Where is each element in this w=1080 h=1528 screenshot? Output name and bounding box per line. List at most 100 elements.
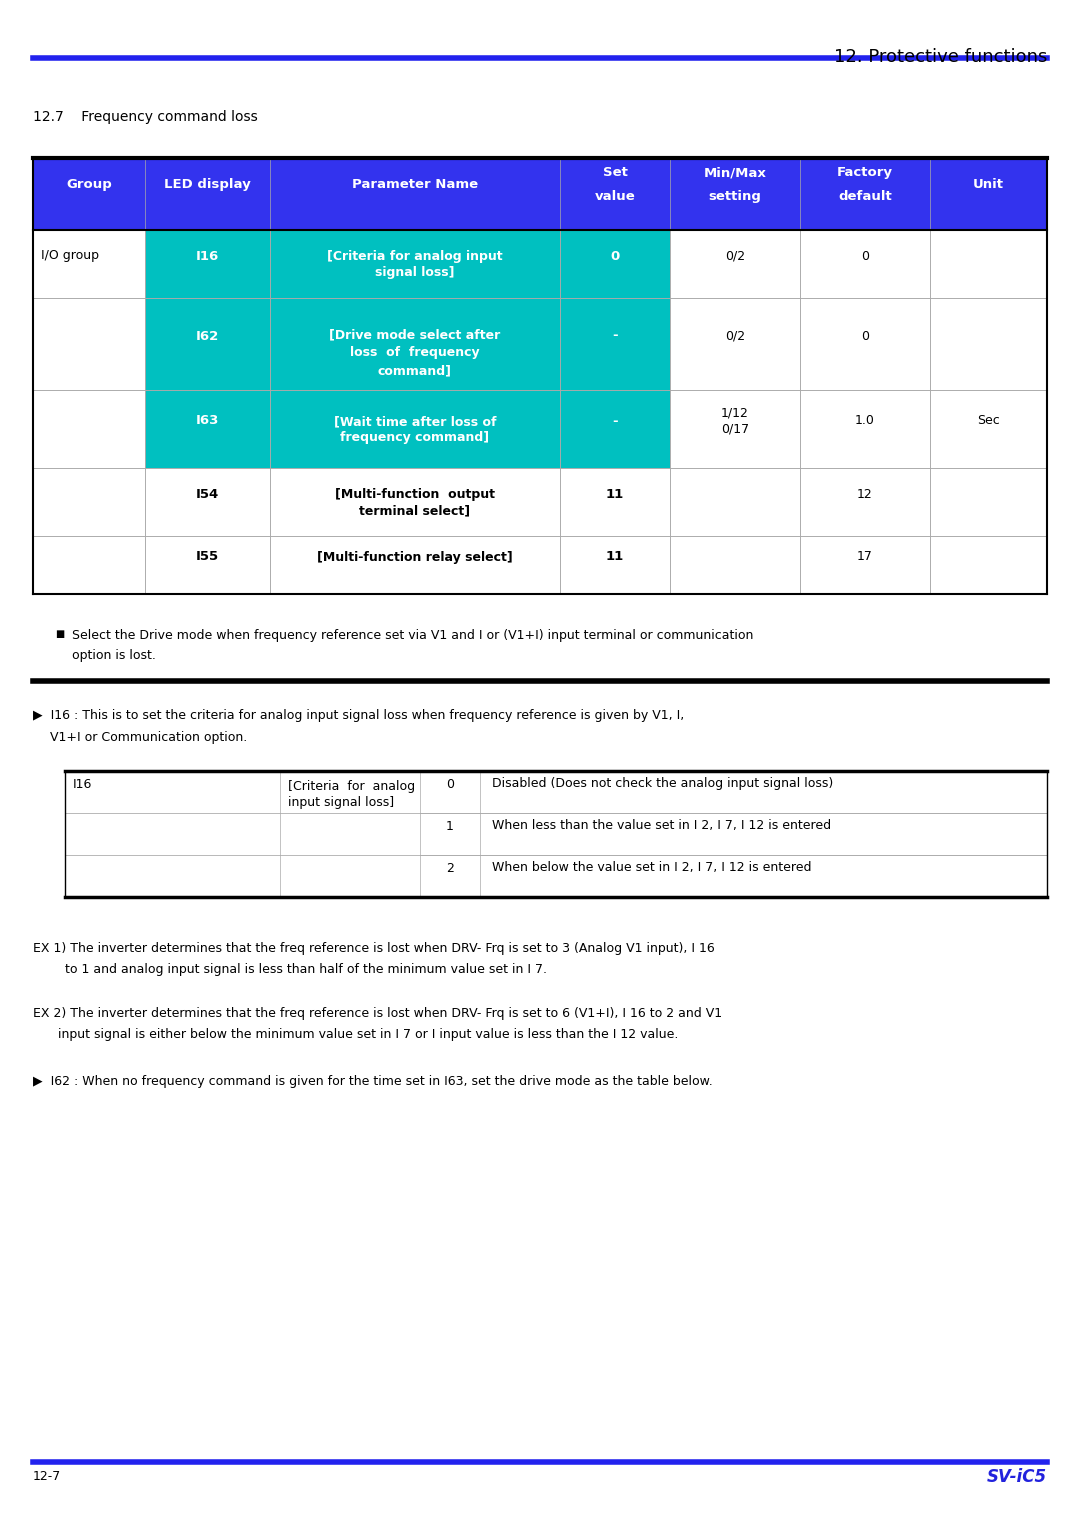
Bar (800, 298, 930, 390)
Bar (800, 231, 930, 298)
Text: 0/2: 0/2 (725, 330, 745, 342)
Text: terminal select]: terminal select] (360, 504, 471, 516)
Bar (561, 536, 670, 594)
Text: 2: 2 (446, 862, 454, 874)
Bar (930, 390, 1047, 468)
Text: 12: 12 (858, 487, 873, 501)
Text: [Multi-function relay select]: [Multi-function relay select] (318, 550, 513, 564)
Text: I62: I62 (195, 330, 218, 342)
Text: frequency command]: frequency command] (340, 431, 489, 445)
Bar (270, 468, 561, 536)
Bar (670, 231, 800, 298)
Text: loss  of  frequency: loss of frequency (350, 345, 480, 359)
Bar (670, 536, 800, 594)
Bar (270, 390, 561, 468)
Text: ▶  I16 : This is to set the criteria for analog input signal loss when frequency: ▶ I16 : This is to set the criteria for … (33, 709, 685, 723)
Bar (930, 231, 1047, 298)
Text: When less than the value set in I 2, I 7, I 12 is entered: When less than the value set in I 2, I 7… (492, 819, 832, 833)
Bar (65, 856, 1047, 897)
Bar (33, 157, 1047, 231)
Text: 12-7: 12-7 (33, 1470, 62, 1484)
Bar (561, 468, 670, 536)
Text: 11: 11 (606, 487, 624, 501)
Text: 12.7    Frequency command loss: 12.7 Frequency command loss (33, 110, 258, 124)
Bar (33, 298, 145, 390)
Bar (145, 390, 270, 468)
Text: Group: Group (66, 177, 112, 191)
Bar (800, 468, 930, 536)
Text: [Drive mode select after: [Drive mode select after (329, 329, 501, 341)
Text: to 1 and analog input signal is less than half of the minimum value set in I 7.: to 1 and analog input signal is less tha… (53, 963, 546, 976)
Text: EX 1) The inverter determines that the freq reference is lost when DRV- Frq is s: EX 1) The inverter determines that the f… (33, 941, 715, 955)
Text: -: - (612, 330, 618, 342)
Text: Set: Set (603, 167, 627, 179)
Text: [Wait time after loss of: [Wait time after loss of (334, 416, 496, 428)
Text: I/O group: I/O group (41, 249, 99, 263)
Text: [Criteria  for  analog: [Criteria for analog (288, 779, 415, 793)
Bar (33, 468, 145, 536)
Text: input signal loss]: input signal loss] (288, 796, 394, 808)
Text: I63: I63 (195, 414, 218, 428)
Text: 1/12
0/17: 1/12 0/17 (721, 406, 750, 435)
Bar (33, 231, 145, 298)
Text: 11: 11 (606, 550, 624, 564)
Text: I55: I55 (195, 550, 218, 564)
Text: 1.0: 1.0 (855, 414, 875, 428)
Bar (670, 298, 800, 390)
Bar (670, 390, 800, 468)
Bar (561, 231, 670, 298)
Bar (65, 772, 1047, 813)
Text: 17: 17 (858, 550, 873, 564)
Bar (800, 390, 930, 468)
Text: Disabled (Does not check the analog input signal loss): Disabled (Does not check the analog inpu… (492, 778, 834, 790)
Text: Min/Max: Min/Max (703, 167, 767, 179)
Bar (33, 536, 145, 594)
Text: command]: command] (378, 364, 453, 377)
Bar (670, 468, 800, 536)
Text: 0/2: 0/2 (725, 249, 745, 263)
Text: EX 2) The inverter determines that the freq reference is lost when DRV- Frq is s: EX 2) The inverter determines that the f… (33, 1007, 723, 1021)
Text: 12. Protective functions: 12. Protective functions (834, 47, 1047, 66)
Text: signal loss]: signal loss] (375, 266, 455, 280)
Bar (561, 298, 670, 390)
Text: Factory: Factory (837, 167, 893, 179)
Text: 0: 0 (446, 778, 454, 790)
Bar (145, 231, 270, 298)
Bar (270, 231, 561, 298)
Text: ■: ■ (55, 630, 64, 639)
Bar (930, 468, 1047, 536)
Text: 0: 0 (610, 249, 620, 263)
Bar (65, 813, 1047, 856)
Text: -: - (612, 414, 618, 428)
Bar (33, 390, 145, 468)
Bar (561, 390, 670, 468)
Bar (270, 536, 561, 594)
Text: V1+I or Communication option.: V1+I or Communication option. (50, 730, 247, 744)
Bar (145, 468, 270, 536)
Bar (145, 298, 270, 390)
Text: SV-iC5: SV-iC5 (987, 1468, 1047, 1487)
Text: ▶  I62 : When no frequency command is given for the time set in I63, set the dri: ▶ I62 : When no frequency command is giv… (33, 1076, 713, 1088)
Text: Parameter Name: Parameter Name (352, 177, 478, 191)
Text: default: default (838, 189, 892, 203)
Bar (800, 536, 930, 594)
Text: 0: 0 (861, 330, 869, 342)
Text: option is lost.: option is lost. (72, 649, 156, 662)
Text: I16: I16 (73, 778, 93, 790)
Text: When below the value set in I 2, I 7, I 12 is entered: When below the value set in I 2, I 7, I … (492, 862, 811, 874)
Bar (930, 536, 1047, 594)
Text: I54: I54 (195, 487, 218, 501)
Bar (930, 298, 1047, 390)
Text: Unit: Unit (972, 177, 1003, 191)
Text: Select the Drive mode when frequency reference set via V1 and I or (V1+I) input : Select the Drive mode when frequency ref… (72, 630, 754, 642)
Text: input signal is either below the minimum value set in I 7 or I input value is le: input signal is either below the minimum… (50, 1028, 678, 1041)
Text: 0: 0 (861, 249, 869, 263)
Text: setting: setting (708, 189, 761, 203)
Bar (270, 298, 561, 390)
Text: 1: 1 (446, 819, 454, 833)
Text: LED display: LED display (164, 177, 251, 191)
Text: [Multi-function  output: [Multi-function output (335, 487, 495, 501)
Text: Sec: Sec (976, 414, 999, 428)
Text: [Criteria for analog input: [Criteria for analog input (327, 251, 503, 263)
Text: value: value (595, 189, 635, 203)
